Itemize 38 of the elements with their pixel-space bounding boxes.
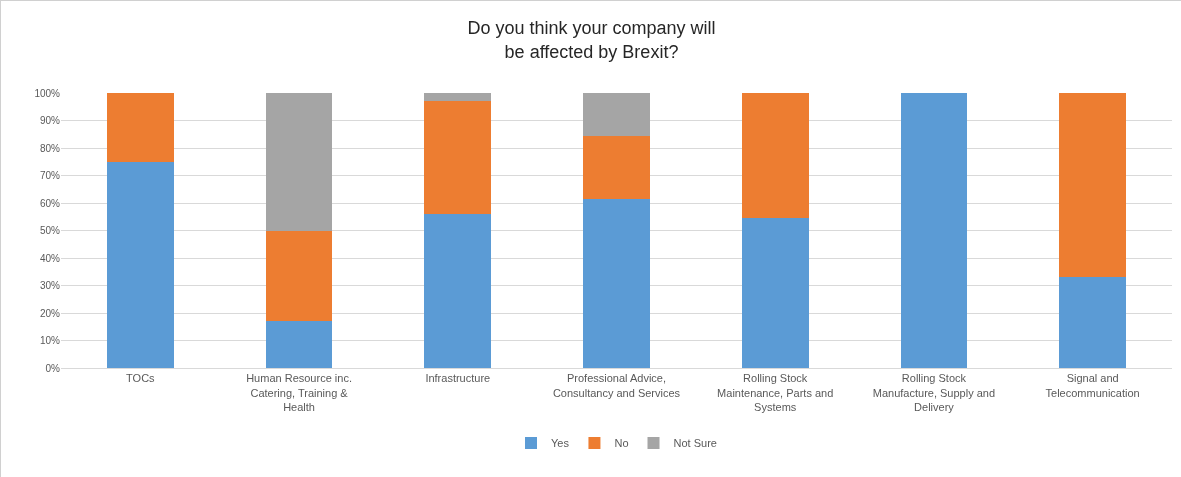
bar <box>1059 93 1126 278</box>
x-tick-label: Human Resource inc. Catering, Training & Health <box>246 372 352 413</box>
x-tick-label: Professional Advice, Consultancy and Services <box>552 372 681 399</box>
legend-label: Not Sure <box>673 437 717 450</box>
x-tick-label: Infrastructure <box>425 372 491 385</box>
bar <box>741 218 809 368</box>
y-tick-label: 80% <box>39 142 61 154</box>
legend-label: Yes <box>551 437 570 450</box>
y-tick-label: 70% <box>39 170 61 181</box>
y-tick-label: 10% <box>39 335 61 346</box>
legend-label: No <box>614 437 629 450</box>
x-tick-label: Rolling Stock Maintenance, Parts and Systems <box>717 372 834 413</box>
y-tick-label: 30% <box>39 280 61 291</box>
y-tick-label: 50% <box>39 225 61 236</box>
bar <box>424 101 492 214</box>
y-tick-label: 90% <box>39 115 61 126</box>
y-tick-label: 100% <box>34 87 61 99</box>
y-tick-label: 60% <box>39 197 61 209</box>
bar <box>265 230 333 322</box>
bar <box>583 93 650 136</box>
bar <box>265 321 333 368</box>
bar <box>583 135 650 199</box>
x-tick-label: Signal and Telecommunication <box>1045 372 1140 399</box>
bar <box>900 93 968 368</box>
bar <box>583 198 650 368</box>
bar <box>107 93 174 162</box>
x-tick-label: TOCs <box>126 372 156 385</box>
y-tick-label: 20% <box>39 307 61 319</box>
bar <box>741 93 809 219</box>
bar <box>424 214 492 368</box>
bar <box>424 93 492 102</box>
bar <box>1059 277 1126 368</box>
bar <box>265 93 333 231</box>
y-tick-label: 40% <box>39 252 61 264</box>
x-tick-label: Rolling Stock Manufacture, Supply and Delivery <box>872 372 996 413</box>
y-tick-label: 0% <box>45 362 61 374</box>
bar <box>107 161 174 368</box>
chart-title: Do you think your company will be affected by Brexit? <box>467 18 716 62</box>
